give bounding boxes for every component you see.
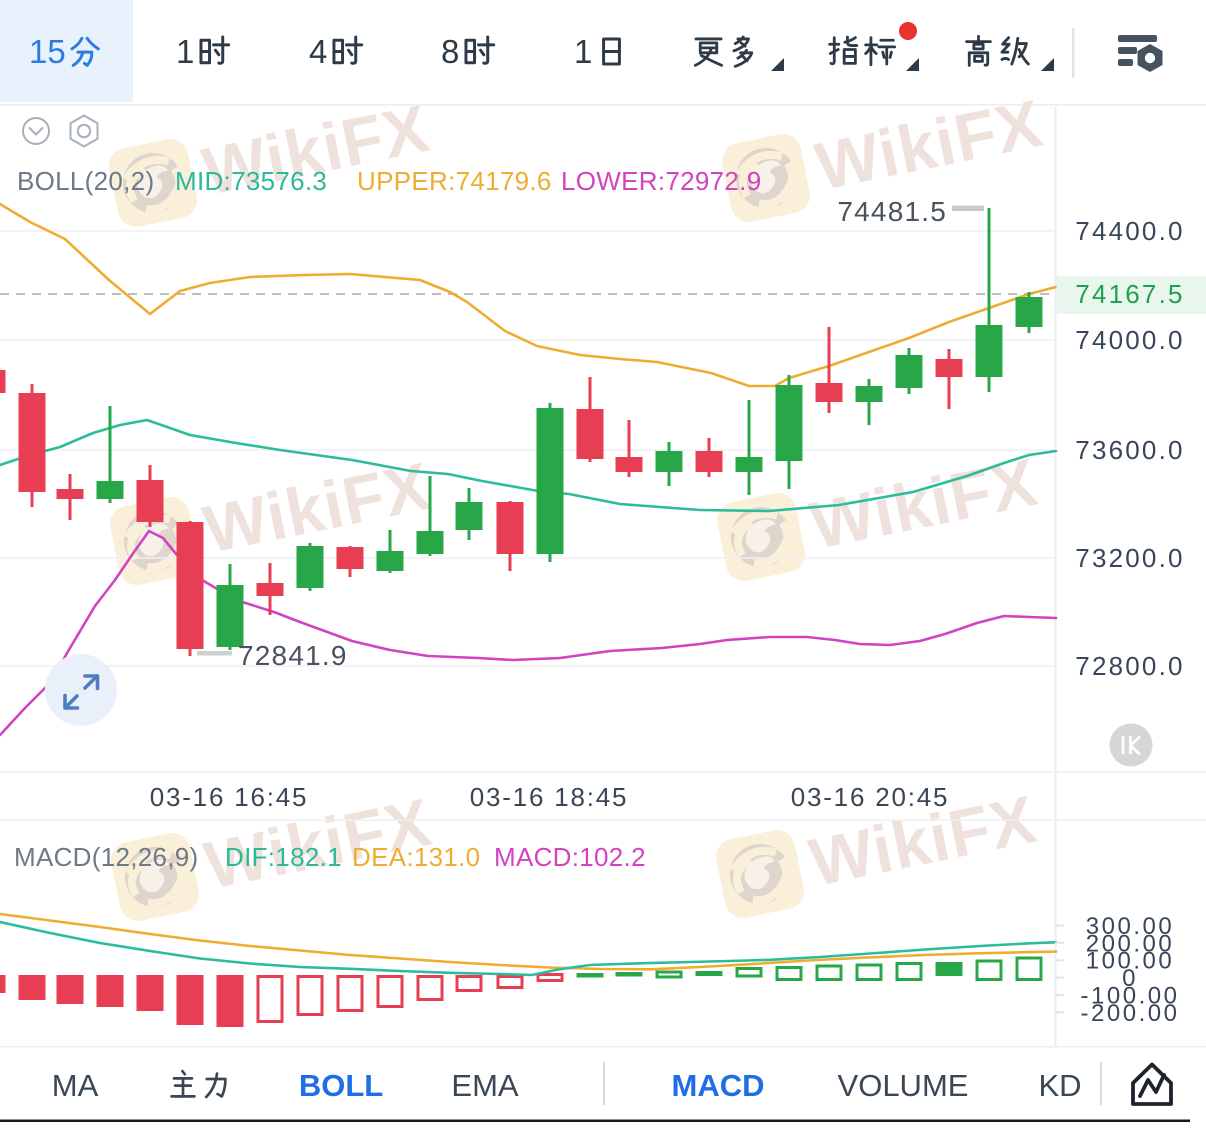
svg-text:MACD:102.2: MACD:102.2: [494, 842, 646, 872]
svg-text:DIF:182.1: DIF:182.1: [225, 842, 342, 872]
svg-text:03-16 18:45: 03-16 18:45: [470, 782, 629, 812]
svg-text:73200.0: 73200.0: [1075, 543, 1184, 573]
svg-text:03-16 16:45: 03-16 16:45: [150, 782, 309, 812]
svg-text:74167.5: 74167.5: [1075, 279, 1184, 309]
svg-text:DEA:131.0: DEA:131.0: [352, 842, 480, 872]
svg-text:BOLL: BOLL: [299, 1068, 383, 1103]
svg-text:73600.0: 73600.0: [1075, 435, 1184, 465]
svg-text:15: 15: [29, 33, 66, 70]
svg-text:MACD: MACD: [672, 1068, 765, 1103]
svg-text:03-16 20:45: 03-16 20:45: [791, 782, 950, 812]
svg-text:EMA: EMA: [451, 1068, 519, 1103]
svg-text:74400.0: 74400.0: [1075, 216, 1184, 246]
svg-text:72841.9: 72841.9: [238, 640, 348, 671]
svg-text:74000.0: 74000.0: [1075, 325, 1184, 355]
svg-text:VOLUME: VOLUME: [838, 1068, 969, 1103]
svg-text:74481.5: 74481.5: [837, 196, 947, 227]
svg-text:UPPER:74179.6: UPPER:74179.6: [357, 166, 552, 196]
svg-text:8: 8: [441, 33, 459, 70]
svg-text:MACD(12,26,9): MACD(12,26,9): [14, 842, 199, 872]
svg-text:-200.00: -200.00: [1081, 1000, 1180, 1027]
svg-text:MID:73576.3: MID:73576.3: [175, 166, 327, 196]
svg-text:KD: KD: [1038, 1068, 1081, 1103]
svg-text:4: 4: [309, 33, 327, 70]
svg-text:72800.0: 72800.0: [1075, 651, 1184, 681]
svg-text:BOLL(20,2): BOLL(20,2): [17, 166, 154, 196]
svg-text:1: 1: [574, 33, 592, 70]
svg-text:LOWER:72972.9: LOWER:72972.9: [561, 166, 761, 196]
svg-text:1: 1: [176, 33, 194, 70]
svg-text:MA: MA: [52, 1068, 99, 1103]
